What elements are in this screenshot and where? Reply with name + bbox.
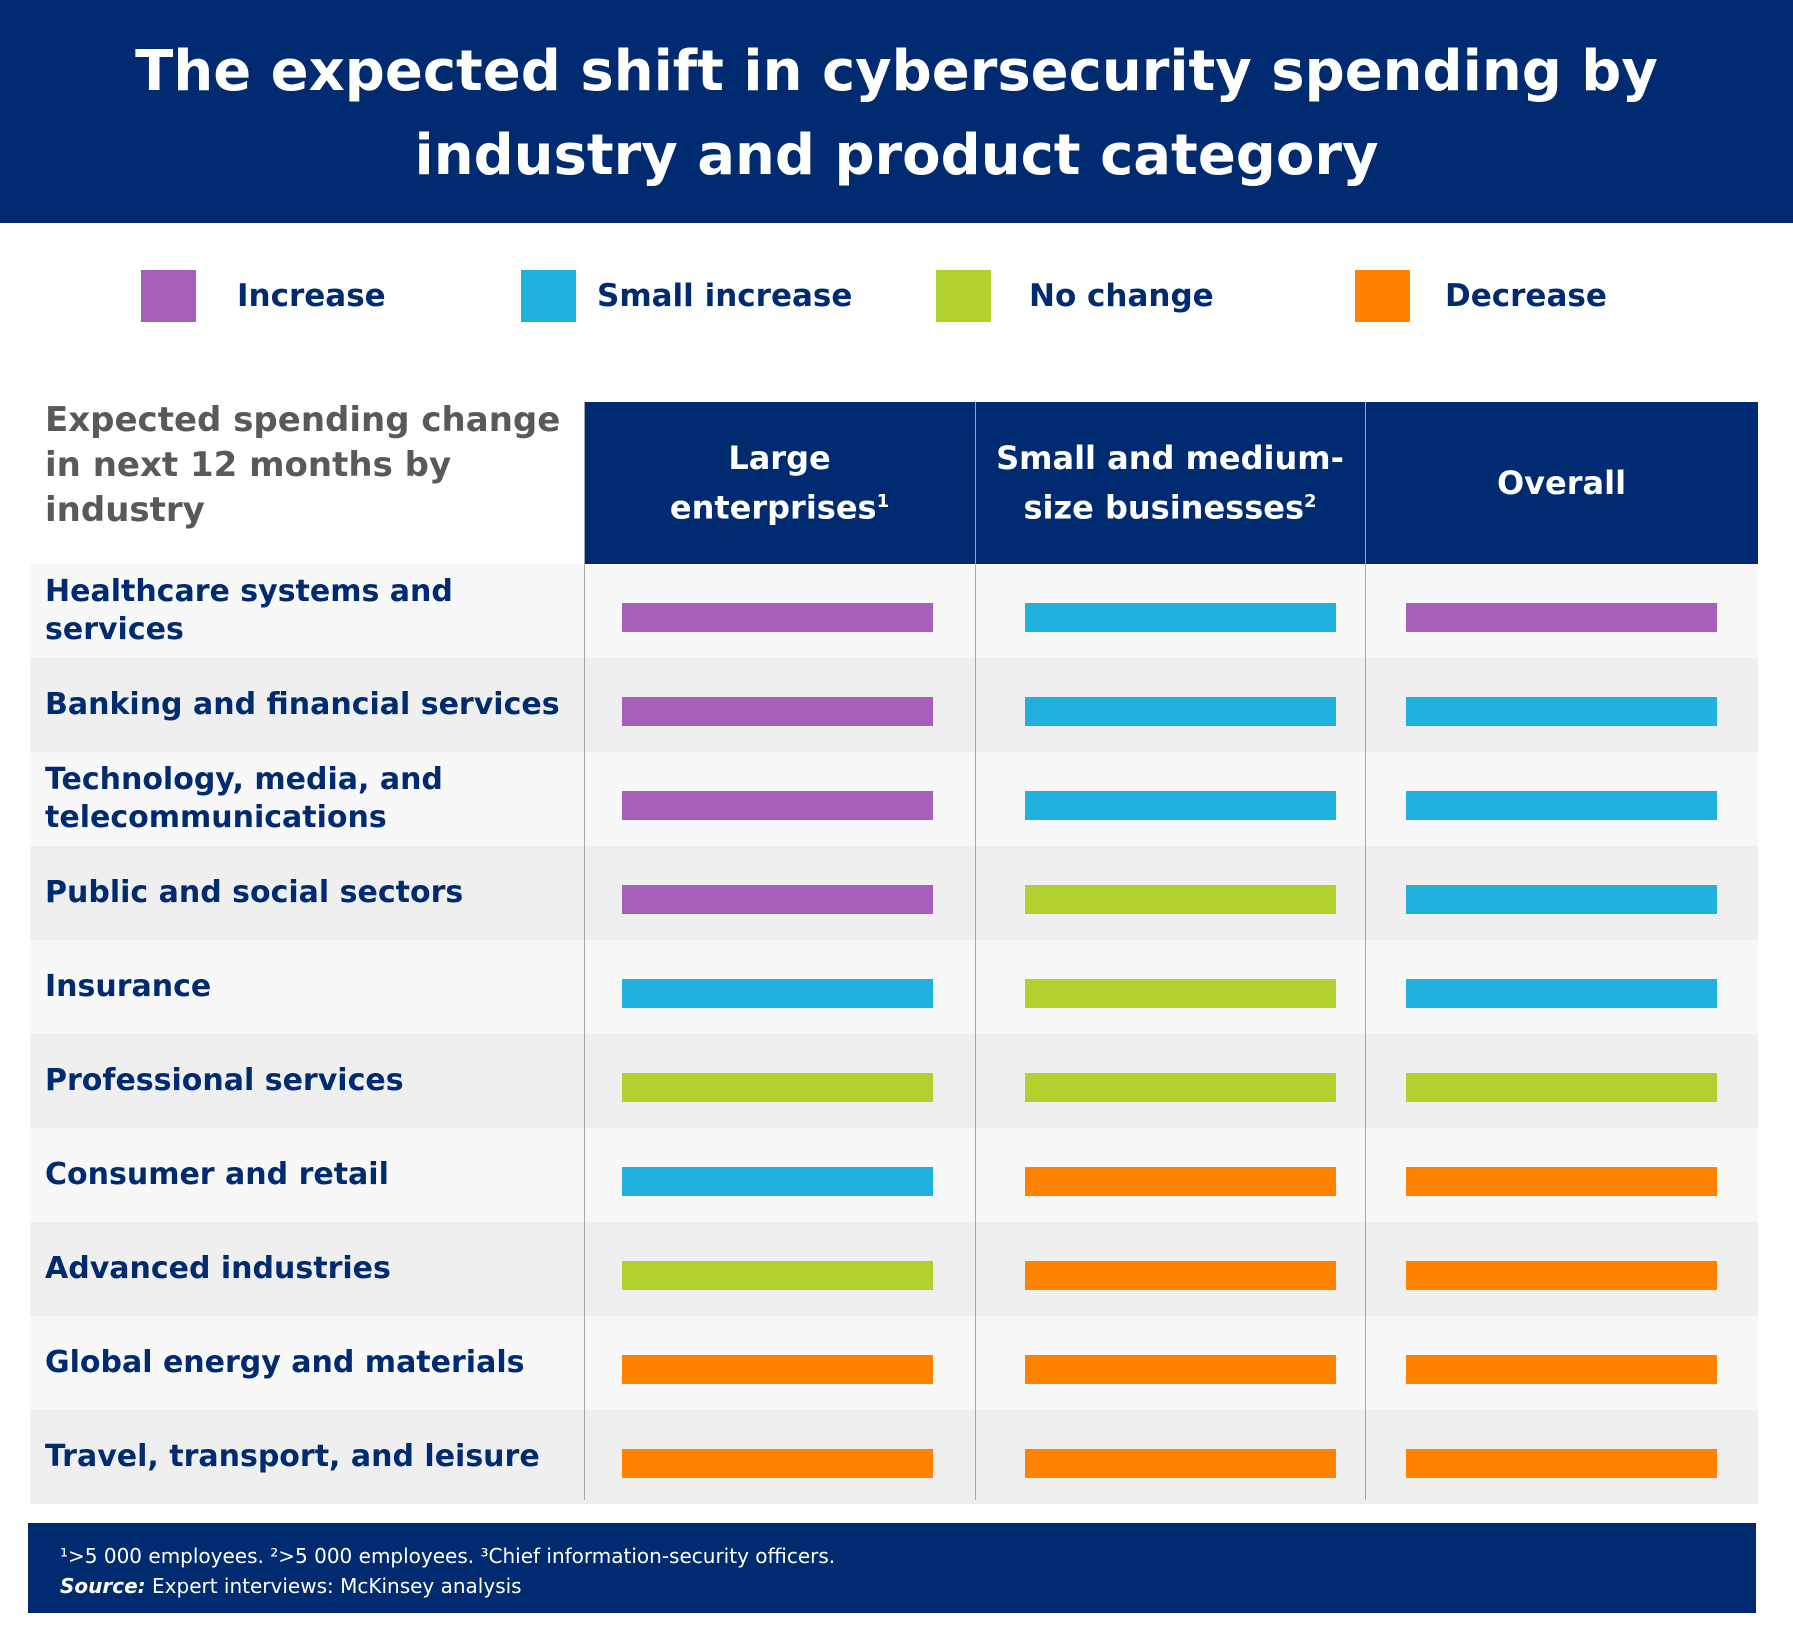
bar-decrease (1406, 1355, 1717, 1384)
row-label: Travel, transport, and leisure (45, 1439, 540, 1474)
bar-no-change (1406, 1073, 1717, 1102)
legend-label: No change (1029, 278, 1214, 314)
bar-decrease (622, 1449, 933, 1478)
legend-label: Decrease (1445, 278, 1607, 314)
bar-increase (622, 791, 933, 820)
chart-title: The expected shift in cybersecurity spen… (0, 30, 1793, 198)
source-line: Source: Expert interviews: McKinsey anal… (60, 1571, 1724, 1601)
column-header-label: Overall (1496, 464, 1627, 502)
footnote-box: ¹>5 000 employees. ²>5 000 employees. ³C… (28, 1523, 1756, 1613)
bar-small-increase (622, 979, 933, 1008)
bar-small-increase (1406, 697, 1717, 726)
row-label: Advanced industries (45, 1251, 391, 1286)
row-label: Banking and financial services (45, 687, 560, 722)
row-label: Healthcare systems and services (45, 574, 453, 647)
footnotes-text: ¹>5 000 employees. ²>5 000 employees. ³C… (60, 1544, 836, 1568)
row-header-label: Expected spending change in next 12 mont… (45, 400, 561, 530)
bar-decrease (1025, 1449, 1336, 1478)
bar-decrease (1406, 1167, 1717, 1196)
legend-label: Small increase (597, 278, 853, 314)
row-label: Insurance (45, 969, 212, 1004)
legend-swatch (1355, 270, 1410, 322)
column-divider (1365, 402, 1366, 1500)
source-label: Source: (60, 1574, 146, 1598)
footnote-marker: 2 (1303, 491, 1317, 513)
bar-small-increase (1025, 603, 1336, 632)
column-header-overall: Overall (1365, 402, 1758, 580)
bar-increase (622, 697, 933, 726)
bar-no-change (1025, 1073, 1336, 1102)
title-line-1: The expected shift in cybersecurity spen… (135, 39, 1658, 104)
bar-increase (622, 885, 933, 914)
bar-no-change (1025, 885, 1336, 914)
column-header-label: Large enterprises (669, 439, 877, 527)
row-label: Consumer and retail (45, 1157, 389, 1192)
bar-increase (1406, 603, 1717, 632)
bar-decrease (622, 1355, 933, 1384)
column-header-label: Small and medium-size businesses (996, 439, 1344, 527)
bar-no-change (622, 1073, 933, 1102)
bar-increase (622, 603, 933, 632)
bar-small-increase (1025, 791, 1336, 820)
bar-decrease (1025, 1261, 1336, 1290)
bar-no-change (1025, 979, 1336, 1008)
bar-decrease (1406, 1449, 1717, 1478)
legend-label: Increase (237, 278, 386, 314)
column-divider (584, 402, 585, 1500)
row-label: Professional services (45, 1063, 404, 1098)
row-label: Global energy and materials (45, 1345, 525, 1380)
bar-decrease (1025, 1355, 1336, 1384)
bar-decrease (1406, 1261, 1717, 1290)
bar-small-increase (622, 1167, 933, 1196)
bar-small-increase (1025, 697, 1336, 726)
title-line-2: industry and product category (414, 123, 1379, 188)
row-label: Technology, media, and telecommunication… (45, 762, 443, 835)
legend-swatch (936, 270, 991, 322)
title-band (0, 0, 1793, 223)
bar-small-increase (1406, 979, 1717, 1008)
bar-no-change (622, 1261, 933, 1290)
column-header-large-enterprises: Large enterprises1 (584, 402, 975, 580)
bar-small-increase (1406, 791, 1717, 820)
column-header-smb: Small and medium-size businesses2 (975, 402, 1365, 580)
footnote-marker: 1 (876, 491, 890, 513)
column-divider (975, 402, 976, 1500)
legend-swatch (141, 270, 196, 322)
row-label: Public and social sectors (45, 875, 464, 910)
bar-decrease (1025, 1167, 1336, 1196)
bar-small-increase (1406, 885, 1717, 914)
legend-swatch (521, 270, 576, 322)
source-text: Expert interviews: McKinsey analysis (145, 1574, 522, 1598)
